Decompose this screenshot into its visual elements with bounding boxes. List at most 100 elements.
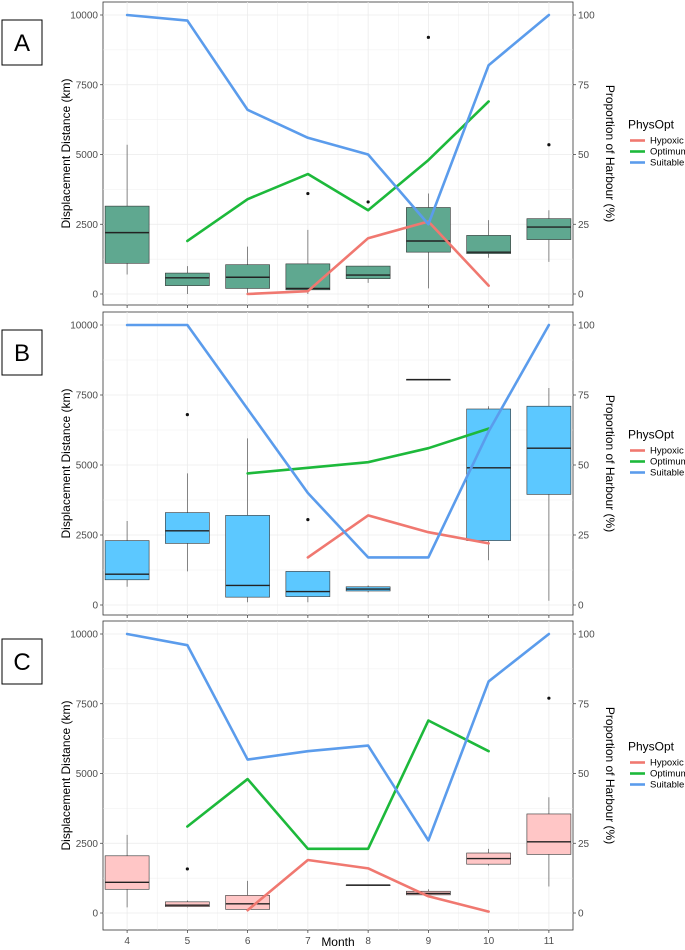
y-tick-label: 2500 (76, 220, 99, 231)
legend-label-suitable: Suitable (650, 158, 684, 169)
box-month-5 (165, 413, 210, 572)
box-month-6 (225, 880, 270, 912)
panel-label-box (1, 638, 43, 685)
series-line-optimum (246, 427, 490, 475)
y-tick-label: 7500 (76, 391, 99, 402)
y-tick-label: 7500 (76, 699, 99, 710)
box-month-11 (526, 143, 572, 262)
box-month-11 (526, 388, 572, 601)
y2-tick-label: 100 (578, 321, 595, 332)
y-tick-label: 5000 (76, 769, 99, 780)
y-tick-label: 0 (92, 909, 98, 920)
box-iqr (165, 512, 210, 544)
box-month-10 (466, 848, 511, 866)
series-line-optimum (186, 719, 490, 851)
box-month-9 (406, 378, 451, 381)
y2-tick-label: 50 (578, 150, 590, 161)
box-month-11 (526, 696, 572, 887)
y-tick-label: 10000 (70, 321, 98, 332)
y-axis-title: Displacement Distance (km) (59, 388, 73, 538)
box-iqr (406, 207, 451, 253)
series-line-suitable (125, 323, 551, 559)
y2-tick-label: 50 (578, 461, 590, 472)
box-month-8 (345, 200, 391, 283)
x-tick-label: 10 (483, 936, 495, 947)
box-iqr (104, 540, 150, 581)
y2-axis-title: Proportion of Harbour (%) (603, 395, 617, 532)
y2-tick-label: 75 (578, 699, 590, 710)
y2-tick-label: 50 (578, 769, 590, 780)
box-iqr (104, 205, 150, 264)
series-line-optimum (186, 100, 490, 243)
box-iqr (345, 265, 391, 279)
y2-tick-label: 75 (578, 80, 590, 91)
outlier-point (366, 200, 370, 204)
box-month-6 (225, 246, 270, 294)
panel-label: B (14, 340, 30, 367)
legend-label-suitable: Suitable (650, 468, 684, 479)
outlier-point (547, 143, 551, 147)
panel-label: A (14, 30, 30, 57)
box-iqr (526, 218, 572, 240)
box-month-5 (165, 867, 210, 908)
legend-title: PhysOpt (628, 740, 675, 754)
legend-label-hypoxic: Hypoxic (650, 446, 684, 457)
y2-tick-label: 25 (578, 839, 590, 850)
outlier-point (306, 518, 310, 522)
y2-tick-label: 75 (578, 391, 590, 402)
x-tick-label: 5 (185, 936, 191, 947)
outlier-point (547, 696, 551, 700)
box-iqr (526, 405, 572, 495)
box-iqr (165, 272, 210, 286)
y-tick-label: 10000 (70, 11, 98, 22)
y2-tick-label: 100 (578, 630, 595, 641)
outlier-point (306, 191, 310, 196)
y2-axis-title: Proportion of Harbour (%) (603, 707, 617, 844)
series-line-hypoxic (246, 858, 490, 913)
box-iqr (285, 571, 331, 597)
series-line-hypoxic (246, 220, 490, 296)
x-tick-label: 4 (124, 936, 130, 947)
x-tick-label: 6 (245, 936, 251, 947)
x-axis-title: Month (321, 935, 354, 949)
y2-tick-label: 100 (578, 11, 595, 22)
y-tick-label: 0 (92, 601, 98, 612)
series-line-hypoxic (306, 514, 490, 559)
y-tick-label: 7500 (76, 80, 99, 91)
x-tick-label: 9 (426, 936, 432, 947)
outlier-point (185, 413, 189, 417)
legend-label-hypoxic: Hypoxic (650, 758, 684, 769)
legend-label-hypoxic: Hypoxic (650, 136, 684, 147)
box-month-4 (104, 521, 150, 587)
box-month-7 (285, 518, 331, 603)
box-month-4 (104, 834, 150, 908)
box-iqr (225, 515, 270, 598)
legend-title: PhysOpt (628, 428, 675, 442)
panel-c: 0 2500 5000 7500 10000 0 25 50 75 100 4 5 6 7 8 9 10 11 Di… (1, 620, 685, 947)
y-tick-label: 2500 (76, 531, 99, 542)
box-month-8 (345, 884, 391, 886)
panel-a: 0 2500 5000 7500 10000 0 25 50 75 100 Displacement… (1, 1, 685, 308)
box-iqr (104, 855, 150, 890)
legend-label-optimum: Optimum (650, 147, 685, 158)
outlier-point (185, 867, 189, 871)
box-iqr (526, 813, 572, 855)
panel-label-box (1, 329, 43, 376)
y-tick-label: 5000 (76, 150, 99, 161)
x-tick-label: 8 (365, 936, 371, 947)
y2-tick-label: 25 (578, 220, 590, 231)
box-iqr (165, 901, 210, 907)
legend-label-suitable: Suitable (650, 780, 684, 791)
y-axis-title: Displacement Distance (km) (59, 78, 73, 228)
y-axis-title: Displacement Distance (km) (59, 700, 73, 850)
legend-label-optimum: Optimum (650, 457, 685, 468)
box-month-5 (165, 266, 210, 294)
series-line-suitable (125, 13, 551, 226)
panel-b: 0 2500 5000 7500 10000 0 25 50 75 100 Displacement… (1, 311, 685, 618)
y2-axis-title: Proportion of Harbour (%) (603, 85, 617, 222)
y-tick-label: 10000 (70, 630, 98, 641)
y2-tick-label: 0 (578, 909, 584, 920)
box-month-9 (406, 35, 451, 289)
box-month-6 (225, 438, 270, 603)
